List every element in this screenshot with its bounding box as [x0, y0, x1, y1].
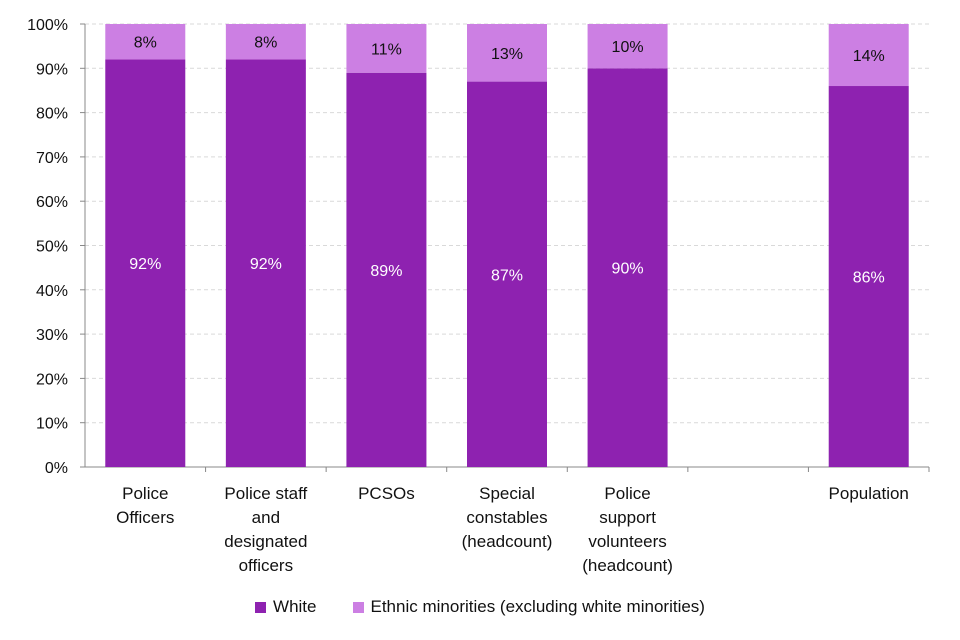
x-tick-label: volunteers	[588, 532, 666, 551]
x-tick-label: (headcount)	[582, 556, 673, 575]
legend-swatch-white	[255, 601, 267, 613]
bar-segment	[105, 59, 186, 467]
y-tick-label: 60%	[36, 194, 68, 211]
y-tick-label: 10%	[36, 416, 68, 433]
data-label: 11%	[371, 41, 402, 58]
x-tick-label: Officers	[116, 508, 174, 527]
x-tick-label: Police	[604, 484, 650, 503]
bar-segment	[467, 81, 547, 467]
legend-label-ethnic-minorities: Ethnic minorities (excluding white minor…	[370, 597, 705, 616]
data-label: 13%	[491, 46, 523, 63]
x-tick-label: Population	[829, 484, 909, 503]
x-tick-label: support	[599, 508, 656, 527]
data-label: 8%	[254, 35, 277, 52]
x-tick-label: PCSOs	[358, 484, 415, 503]
y-tick-label: 50%	[36, 239, 68, 256]
y-tick-label: 70%	[36, 150, 68, 167]
bar-segment	[346, 24, 427, 73]
legend: White Ethnic minorities (excluding white…	[0, 597, 960, 617]
legend-item-ethnic-minorities: Ethnic minorities (excluding white minor…	[352, 597, 705, 617]
bar-segment	[828, 24, 909, 87]
x-tick-label: designated	[224, 532, 307, 551]
bar-segment	[828, 86, 909, 468]
bar-segment	[587, 68, 668, 468]
data-label: 86%	[853, 270, 885, 287]
data-label: 92%	[250, 256, 282, 273]
stacked-bar-chart: 0% 10% 20% 30% 40% 50% 60% 70% 80% 90% 100% 92% 8% Po…	[27, 17, 930, 575]
data-label: 14%	[853, 48, 885, 65]
bar-segment	[225, 24, 306, 60]
bar-segment	[105, 24, 186, 60]
y-tick-label: 90%	[36, 61, 68, 78]
x-tick-label: (headcount)	[462, 532, 553, 551]
legend-label-white: White	[273, 597, 317, 616]
data-label: 10%	[612, 39, 644, 56]
legend-item-white: White	[255, 597, 317, 617]
x-tick-label: Police staff	[224, 484, 307, 503]
y-tick-label: 100%	[27, 17, 68, 34]
x-tick-label: and	[252, 508, 280, 527]
y-tick-label: 80%	[36, 106, 68, 123]
bar-segment	[467, 24, 547, 82]
x-tick-label: Police	[122, 484, 168, 503]
y-tick-label: 40%	[36, 283, 68, 300]
y-tick-label: 30%	[36, 327, 68, 344]
y-tick-label: 20%	[36, 371, 68, 388]
y-tick-label: 0%	[45, 460, 68, 477]
legend-swatch-ethnic-minorities	[352, 601, 364, 613]
x-tick-label: constables	[466, 508, 547, 527]
data-label: 90%	[612, 261, 644, 278]
data-label: 87%	[491, 267, 523, 284]
x-tick-label: officers	[239, 556, 294, 575]
data-label: 92%	[129, 256, 161, 273]
x-tick-label: Special	[479, 484, 535, 503]
data-label: 89%	[370, 263, 402, 280]
bar-segment	[225, 59, 306, 467]
bar-segment	[346, 72, 427, 467]
bar-segment	[587, 24, 668, 69]
data-label: 8%	[134, 35, 157, 52]
